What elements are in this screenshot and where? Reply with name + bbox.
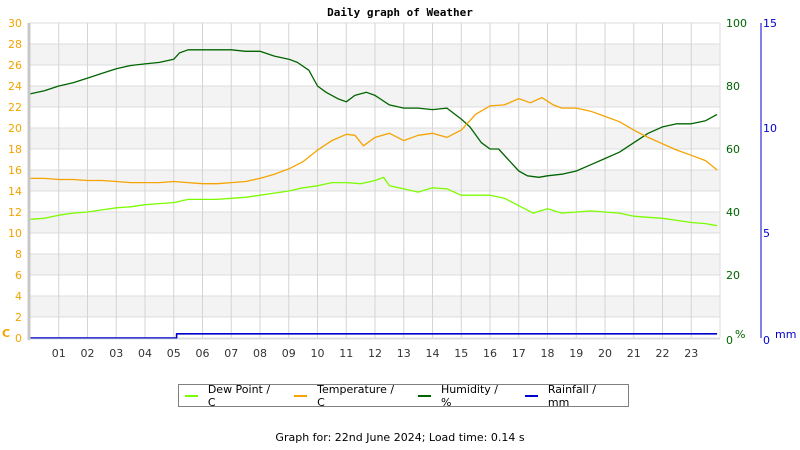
series-line-dew — [29, 176, 718, 227]
y-right-percent-tick-label: 20 — [726, 269, 740, 282]
x-tick-label: 06 — [196, 347, 210, 360]
series-line-temperature — [30, 96, 718, 185]
y-right-mm-tick-label: 15 — [763, 17, 777, 30]
x-tick-label: 23 — [684, 347, 698, 360]
y-left-tick-label: 20 — [8, 122, 22, 135]
y-left-tick-label: 30 — [8, 17, 22, 30]
x-tick-label: 04 — [138, 347, 152, 360]
series-line-humidity — [29, 49, 718, 178]
graph-footer: Graph for: 22nd June 2024; Load time: 0.… — [275, 431, 525, 444]
y-right-percent-tick-label: 100 — [726, 17, 747, 30]
legend-label: Rainfall / mm — [547, 382, 596, 409]
legend-item-rainfall: Rainfall / mm — [525, 383, 620, 409]
chart-title: Daily graph of Weather — [327, 6, 473, 19]
plot-gridlines — [30, 22, 720, 339]
x-tick-label: 17 — [512, 347, 526, 360]
y-left-tick-label: 18 — [8, 143, 22, 156]
chart-legend: Dew Point / C Temperature / C Humidity /… — [178, 383, 629, 409]
y-left-unit-label: C — [2, 327, 10, 340]
plot-series — [29, 49, 718, 339]
x-tick-label: 03 — [109, 347, 123, 360]
x-tick-label: 09 — [282, 347, 296, 360]
y-right-percent-tick-label: 80 — [726, 80, 740, 93]
x-tick-label: 02 — [81, 347, 95, 360]
y-left-tick-label: 6 — [15, 269, 22, 282]
y-left-tick-label: 22 — [8, 101, 22, 114]
y-left-tick-label: 14 — [8, 185, 22, 198]
weather-chart: Daily graph of Weather 01 02 03 04 05 06 07 08 0… — [2, 6, 796, 360]
y-right-mm-tick-label: 5 — [763, 227, 770, 240]
x-tick-label: 14 — [426, 347, 440, 360]
legend-item-humidity: Humidity / % — [418, 383, 511, 409]
humidity-swatch-icon — [418, 394, 431, 397]
y-left-tick-label: 0 — [15, 332, 22, 345]
x-tick-label: 10 — [311, 347, 325, 360]
y-right-percent-tick-label: 40 — [726, 206, 740, 219]
x-tick-label: 20 — [598, 347, 612, 360]
x-tick-label: 12 — [368, 347, 382, 360]
y-left-tick-label: 10 — [8, 227, 22, 240]
y-left-tick-label: 2 — [15, 311, 22, 324]
x-tick-label: 19 — [569, 347, 583, 360]
series-line-rainfall — [30, 332, 718, 339]
x-tick-label: 01 — [52, 347, 66, 360]
temperature-swatch-icon — [294, 394, 308, 397]
y-right-percent-unit-label: % — [735, 328, 745, 341]
y-right-mm-tick-label: 0 — [763, 334, 770, 347]
x-tick-label: 08 — [253, 347, 267, 360]
x-tick-label: 15 — [454, 347, 468, 360]
x-tick-label: 22 — [656, 347, 670, 360]
x-tick-label: 05 — [167, 347, 181, 360]
y-right-percent-tick-label: 0 — [726, 334, 733, 347]
rainfall-swatch-icon — [525, 394, 538, 397]
x-tick-label: 16 — [483, 347, 497, 360]
x-tick-label: 18 — [541, 347, 555, 360]
x-tick-label: 11 — [339, 347, 353, 360]
legend-item-temperature: Temperature / C — [294, 383, 404, 409]
y-left-tick-label: 26 — [8, 59, 22, 72]
y-right-percent-tick-label: 60 — [726, 143, 740, 156]
legend-label: Humidity / % — [440, 382, 499, 409]
legend-label: Temperature / C — [317, 382, 395, 409]
y-right-mm-tick-label: 10 — [763, 122, 777, 135]
legend-item-dew-point: Dew Point / C — [185, 383, 280, 409]
y-left-tick-label: 4 — [15, 290, 22, 303]
y-right-mm-unit-label: mm — [775, 328, 796, 341]
y-left-tick-label: 28 — [8, 38, 22, 51]
legend-label: Dew Point / C — [207, 382, 271, 409]
x-tick-label: 13 — [397, 347, 411, 360]
x-tick-label: 07 — [224, 347, 238, 360]
y-left-tick-label: 8 — [15, 248, 22, 261]
y-left-tick-label: 24 — [8, 80, 22, 93]
dew-point-swatch-icon — [185, 394, 198, 397]
y-left-tick-label: 12 — [8, 206, 22, 219]
plot-axes: 01 02 03 04 05 06 07 08 09 10 11 12 13 14 15 16 17 18 19 20… — [2, 17, 796, 360]
x-tick-label: 21 — [627, 347, 641, 360]
y-left-tick-label: 16 — [8, 164, 22, 177]
